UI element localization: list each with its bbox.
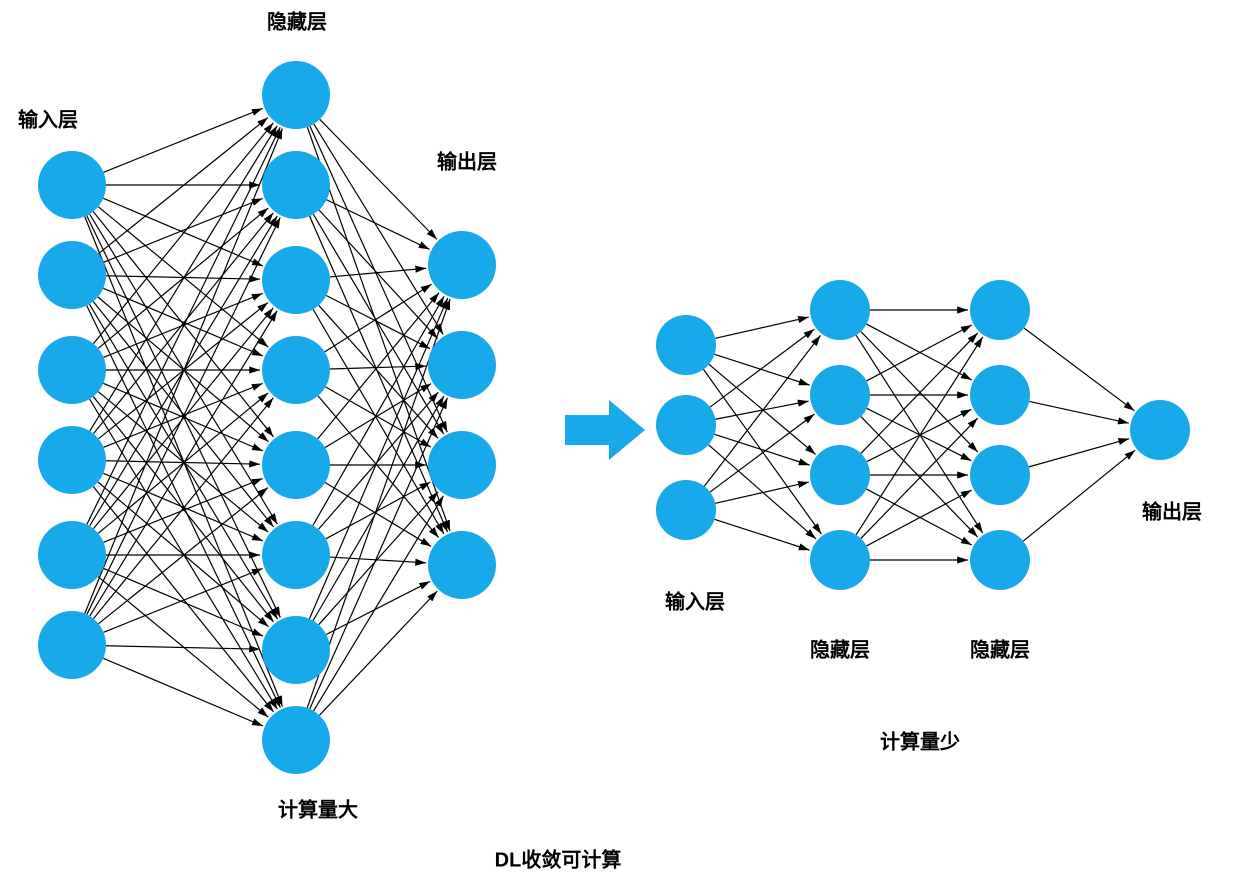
edge xyxy=(866,324,971,380)
node xyxy=(656,315,716,375)
edge xyxy=(715,482,809,503)
edge xyxy=(715,434,810,465)
edge xyxy=(867,408,972,460)
edge xyxy=(715,519,810,550)
node xyxy=(38,336,106,404)
node xyxy=(38,151,106,219)
edge xyxy=(319,591,437,715)
node xyxy=(810,445,870,505)
left_caption: 计算量大 xyxy=(278,794,358,823)
edge xyxy=(320,119,437,239)
edge xyxy=(314,496,444,711)
left_input_label: 输入层 xyxy=(18,104,78,133)
edge xyxy=(85,128,283,613)
node xyxy=(262,151,330,219)
node xyxy=(38,426,106,494)
diagram-stage: 输入层隐藏层输出层计算量大输入层隐藏层隐藏层输出层计算量少DL收敛可计算 xyxy=(0,0,1242,880)
edge xyxy=(325,483,431,547)
edge xyxy=(856,337,983,535)
edge xyxy=(98,577,268,717)
right_output_label: 输出层 xyxy=(1142,496,1202,525)
edge xyxy=(715,401,808,419)
edge xyxy=(866,490,971,546)
edge xyxy=(309,298,447,619)
node xyxy=(262,521,330,589)
edge xyxy=(93,487,273,712)
node xyxy=(262,61,330,129)
edge xyxy=(703,369,821,534)
edge xyxy=(313,296,444,525)
left_output_label: 输出层 xyxy=(437,146,497,175)
edge xyxy=(710,414,814,492)
right_hidden1_label: 隐藏层 xyxy=(810,634,870,663)
bottom_title: DL收敛可计算 xyxy=(495,844,622,873)
node xyxy=(428,231,496,299)
edge xyxy=(93,302,273,527)
edge xyxy=(330,268,426,277)
node xyxy=(656,395,716,455)
node xyxy=(262,336,330,404)
right_caption: 计算量少 xyxy=(880,726,960,755)
node xyxy=(810,530,870,590)
node xyxy=(262,431,330,499)
edge xyxy=(1029,401,1128,423)
node xyxy=(428,431,496,499)
right_hidden2_label: 隐藏层 xyxy=(970,634,1030,663)
node xyxy=(38,611,106,679)
node xyxy=(428,531,496,599)
edge xyxy=(326,482,430,539)
node xyxy=(262,706,330,774)
node xyxy=(970,445,1030,505)
node xyxy=(970,530,1030,590)
node xyxy=(262,246,330,314)
edge xyxy=(93,123,273,344)
edge xyxy=(98,297,269,442)
edge xyxy=(93,308,273,529)
edge xyxy=(710,329,814,407)
left_hidden_label: 隐藏层 xyxy=(267,6,327,35)
node xyxy=(970,365,1030,425)
edge xyxy=(87,127,280,524)
edge xyxy=(715,317,809,338)
edge xyxy=(313,396,444,621)
edge xyxy=(709,364,816,454)
node xyxy=(38,241,106,309)
node xyxy=(810,280,870,340)
node xyxy=(810,365,870,425)
node xyxy=(1130,400,1190,460)
edge xyxy=(98,482,269,627)
right_input_label: 输入层 xyxy=(665,586,725,615)
edge xyxy=(1024,328,1134,411)
node xyxy=(970,280,1030,340)
node xyxy=(38,521,106,589)
transition-arrow-shape xyxy=(565,400,645,460)
diagram-svg xyxy=(0,0,1242,880)
edge xyxy=(314,124,443,334)
node xyxy=(262,616,330,684)
edge xyxy=(98,392,268,532)
node xyxy=(428,331,496,399)
edge xyxy=(1029,439,1129,467)
node xyxy=(656,480,716,540)
transition-arrow xyxy=(565,400,645,460)
